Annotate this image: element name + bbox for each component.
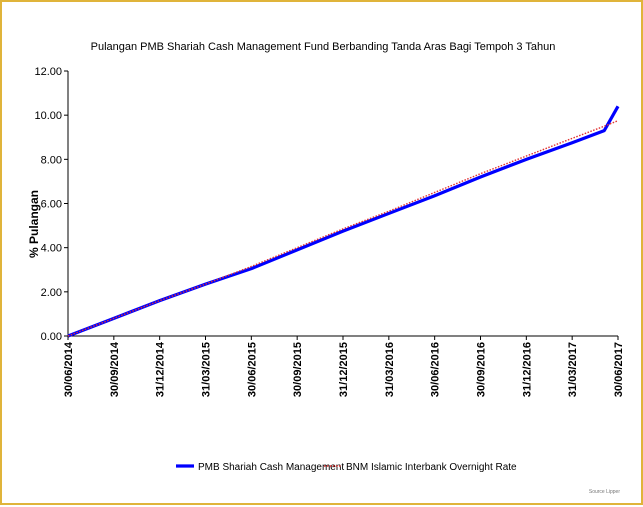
y-tick-label: 0.00 [41, 331, 62, 343]
x-ticks: 30/06/2014 30/09/2014 31/12/2014 31/03/2015… [63, 336, 625, 397]
x-tick-label: 31/12/2014 [155, 341, 167, 397]
x-tick-label: 30/06/2017 [613, 342, 625, 397]
x-tick-label: 31/03/2017 [567, 342, 579, 397]
legend-label-1: PMB Shariah Cash Management [198, 462, 344, 473]
x-tick-label: 31/03/2016 [384, 342, 396, 397]
legend: PMB Shariah Cash Management BNM Islamic I… [176, 462, 517, 473]
y-axis-label: % Pulangan [27, 190, 41, 258]
x-tick-label: 31/12/2015 [338, 342, 350, 397]
series-line-1 [67, 105, 620, 338]
series-line-2 [67, 120, 619, 337]
x-tick-label: 30/06/2014 [63, 341, 75, 397]
legend-label-2: BNM Islamic Interbank Overnight Rate [346, 462, 517, 473]
y-ticks: 0.00 2.00 4.00 6.00 8.00 10.00 12.00 [34, 66, 68, 343]
x-tick-label: 30/09/2016 [476, 342, 488, 397]
y-tick-label: 4.00 [41, 243, 62, 255]
x-tick-label: 31/03/2015 [201, 342, 213, 397]
chart-title: Pulangan PMB Shariah Cash Management Fun… [91, 41, 556, 53]
series-group [67, 105, 620, 338]
x-tick-label: 31/12/2016 [521, 342, 533, 397]
y-tick-label: 2.00 [41, 287, 62, 299]
x-tick-label: 30/09/2014 [109, 341, 121, 397]
axes [67, 71, 618, 337]
y-tick-label: 6.00 [41, 199, 62, 211]
y-tick-label: 12.00 [34, 66, 62, 78]
y-tick-label: 8.00 [41, 154, 62, 166]
source-note: Source Lipper [589, 489, 620, 495]
x-tick-label: 30/09/2015 [292, 342, 304, 397]
x-tick-label: 30/06/2015 [246, 342, 258, 397]
y-tick-label: 10.00 [34, 110, 62, 122]
x-tick-label: 30/06/2016 [430, 342, 442, 397]
